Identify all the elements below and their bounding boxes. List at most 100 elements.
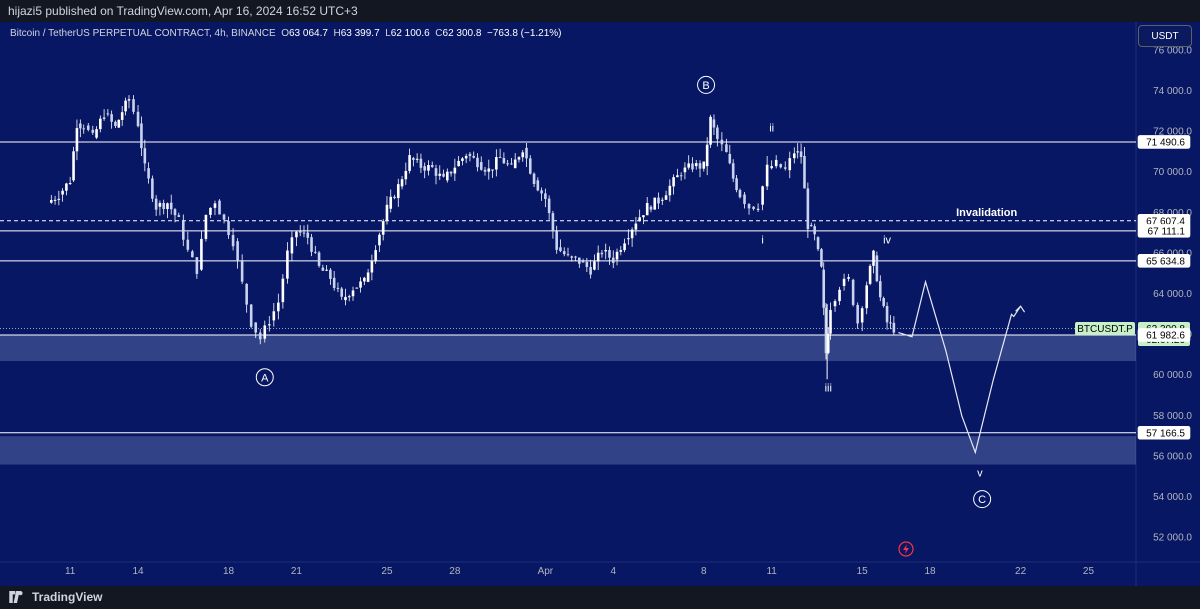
candle-body [851, 279, 855, 305]
candle-body [151, 178, 154, 199]
currency-button[interactable]: USDT [1138, 25, 1192, 47]
candle-body [446, 171, 449, 181]
candle-body [231, 235, 235, 247]
candle-body [878, 281, 882, 298]
candle-body [765, 164, 769, 187]
candle-body [240, 260, 244, 282]
candle-body [761, 186, 764, 205]
candle-body [53, 199, 57, 201]
candle-body [154, 198, 158, 210]
candle-body [68, 183, 72, 185]
candle-body [72, 151, 75, 181]
chart-area[interactable] [0, 22, 1200, 586]
candle-body [604, 249, 608, 252]
candle-body [336, 287, 340, 289]
candle-body [735, 178, 738, 191]
low-label: L [385, 28, 391, 39]
candle-body [660, 199, 664, 201]
candle-body [683, 167, 687, 173]
candle-body [127, 99, 131, 101]
level-tag-71490: 71 490.6 [1146, 137, 1185, 148]
candle-body [218, 200, 221, 215]
candle-body [236, 241, 239, 261]
candle-body [596, 252, 600, 262]
publish-header: hijazi5 published on TradingView.com, Ap… [0, 0, 1200, 22]
price-tick-label: 70 000.0 [1153, 167, 1192, 178]
candle-body [889, 322, 892, 324]
candle-body [608, 249, 611, 258]
candle-body [833, 301, 837, 307]
level-tag-65634: 65 634.8 [1146, 256, 1185, 267]
time-tick-label: 14 [132, 566, 144, 577]
candle-body [547, 198, 551, 214]
candle-body [329, 269, 332, 279]
price-tick-label: 58 000.0 [1153, 411, 1192, 422]
wave-label-ii: ii [769, 123, 774, 135]
candle-body [82, 128, 86, 130]
candle-body [885, 306, 889, 323]
candle-body [806, 188, 810, 230]
price-tick-label: 66 000.0 [1153, 248, 1192, 259]
level-tag-67111-bg [1137, 224, 1191, 238]
candle-body [731, 163, 735, 179]
time-tick-label: 18 [223, 566, 235, 577]
candle-body [882, 298, 885, 307]
candle-body [820, 249, 823, 267]
close-value: 62 300.8 [442, 28, 482, 39]
candle-body [752, 206, 755, 210]
candle-body [302, 232, 306, 234]
candle-body [366, 272, 370, 282]
price-tick-label: 56 000.0 [1153, 451, 1192, 462]
candle-body [120, 112, 124, 120]
low-value: 62 100.6 [390, 28, 430, 39]
candle-body [468, 153, 472, 156]
candle-body [340, 288, 344, 297]
candle-body [136, 111, 140, 127]
wave-label-iii: iii [825, 382, 832, 394]
candle-body [521, 152, 525, 158]
candle-body [865, 285, 869, 309]
candle-body [585, 261, 589, 267]
candle-body [298, 231, 302, 233]
time-tick-label: 22 [1015, 566, 1027, 577]
tradingview-logo[interactable]: TradingView [8, 590, 102, 604]
candle-body [162, 202, 165, 210]
candle-body [705, 144, 709, 167]
candle-body [799, 151, 803, 158]
candle-body [649, 206, 653, 210]
candle-body [809, 225, 813, 227]
price-tick-label: 64 000.0 [1153, 289, 1192, 300]
candle-body [461, 158, 464, 161]
candle-body [826, 333, 830, 353]
candle-body [351, 290, 355, 297]
candle-body [423, 166, 426, 171]
candle-body [453, 167, 457, 174]
candle-body [668, 185, 672, 196]
candle-body [267, 324, 271, 326]
candle-body [332, 277, 336, 288]
candle-body [65, 183, 68, 191]
candle-body [191, 251, 194, 258]
candle-body [875, 255, 879, 282]
invalidation-label: Invalidation [956, 207, 1017, 219]
tradingview-icon [9, 591, 23, 603]
candle-body [517, 157, 521, 160]
candle-body [117, 119, 121, 128]
candle-body [427, 165, 430, 171]
symbol-legend: Bitcoin / TetherUS PERPETUAL CONTRACT, 4… [10, 28, 562, 39]
level-tag-65634-bg [1137, 254, 1191, 268]
candle-body [672, 177, 675, 187]
candle-body [415, 158, 419, 160]
candle-body [638, 217, 641, 221]
price-tick-label: 60 000.0 [1153, 370, 1192, 381]
candle-body [393, 196, 396, 199]
price-tick-label: 72 000.0 [1153, 127, 1192, 138]
level-tag-61982: 61 982.6 [1146, 330, 1185, 341]
candle-body [91, 129, 95, 133]
level-tag-57166: 57 166.5 [1146, 428, 1185, 439]
candle-body [404, 170, 408, 180]
candle-body [245, 283, 248, 305]
candle-body [642, 215, 645, 218]
level-tag-67607: 67 607.4 [1146, 216, 1185, 227]
